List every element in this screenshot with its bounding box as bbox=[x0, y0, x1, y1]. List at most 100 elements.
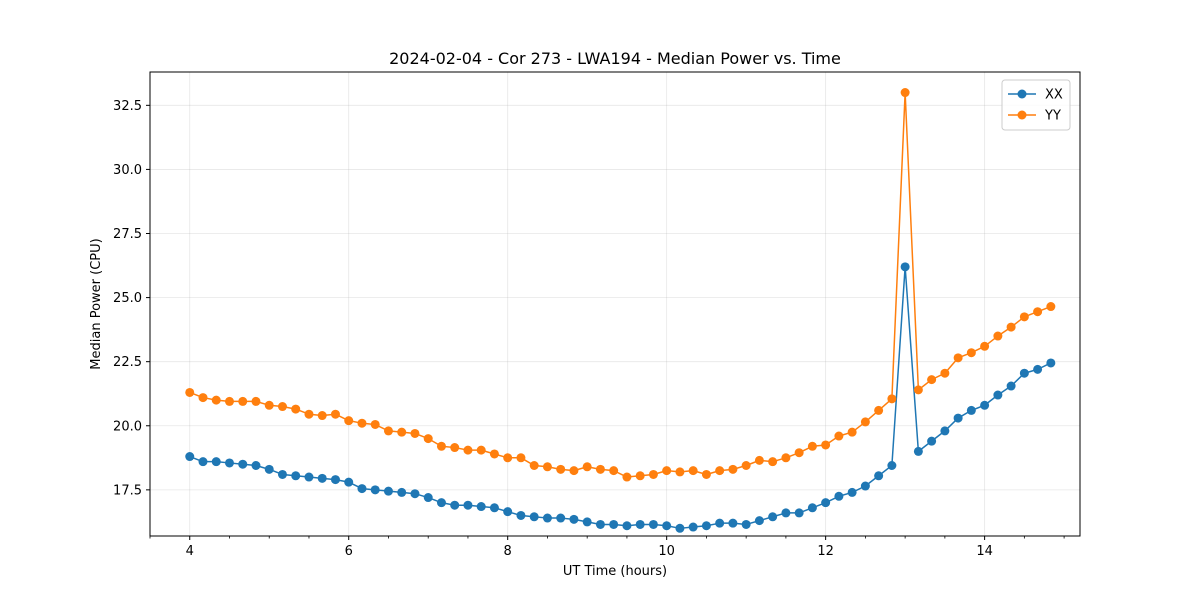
data-point-yy bbox=[675, 467, 685, 477]
data-point-yy bbox=[1046, 302, 1056, 312]
data-point-xx bbox=[476, 502, 486, 512]
chart-title: 2024-02-04 - Cor 273 - LWA194 - Median P… bbox=[389, 49, 841, 68]
axes: 4 6 8 10 12 14 17.5 20.0 22.5 25.0 27.5 30.0 32.5 bbox=[113, 99, 1065, 559]
data-point-xx bbox=[900, 262, 910, 272]
data-point-xx bbox=[330, 475, 340, 485]
data-point-xx bbox=[224, 458, 234, 468]
data-point-yy bbox=[874, 405, 884, 415]
data-point-xx bbox=[675, 523, 685, 533]
data-point-yy bbox=[264, 400, 274, 410]
data-point-xx bbox=[582, 517, 592, 527]
data-point-yy bbox=[503, 453, 513, 463]
data-point-yy bbox=[370, 419, 380, 429]
data-point-yy bbox=[330, 409, 340, 419]
x-tick-label: 4 bbox=[186, 544, 194, 559]
data-point-yy bbox=[953, 353, 963, 363]
data-point-xx bbox=[291, 471, 301, 481]
x-tick-label: 10 bbox=[658, 544, 675, 559]
data-point-xx bbox=[821, 498, 831, 508]
data-point-xx bbox=[1046, 358, 1056, 368]
data-point-yy bbox=[980, 341, 990, 351]
data-point-xx bbox=[847, 487, 857, 497]
data-point-xx bbox=[1019, 368, 1029, 378]
data-point-xx bbox=[370, 485, 380, 495]
data-point-xx bbox=[887, 461, 897, 470]
data-point-yy bbox=[291, 404, 301, 414]
data-point-yy bbox=[436, 441, 446, 451]
data-point-yy bbox=[754, 455, 764, 465]
data-point-xx bbox=[860, 481, 870, 491]
y-axis-label: Median Power (CPU) bbox=[89, 238, 104, 369]
data-point-yy bbox=[648, 469, 658, 479]
data-point-xx bbox=[569, 514, 579, 524]
data-point-yy bbox=[688, 466, 698, 476]
data-point-xx bbox=[794, 508, 804, 518]
data-point-xx bbox=[211, 457, 221, 467]
data-point-yy bbox=[887, 394, 897, 404]
data-point-yy bbox=[927, 375, 937, 385]
data-point-yy bbox=[357, 418, 367, 428]
data-point-xx bbox=[198, 457, 208, 467]
data-point-yy bbox=[728, 464, 738, 474]
data-point-yy bbox=[622, 472, 632, 482]
data-point-yy bbox=[476, 445, 486, 455]
data-point-yy bbox=[821, 440, 831, 450]
data-point-xx bbox=[953, 413, 963, 423]
data-point-xx bbox=[264, 464, 274, 474]
data-point-xx bbox=[383, 486, 393, 496]
x-tick-label: 8 bbox=[504, 544, 512, 559]
data-point-xx bbox=[728, 518, 738, 528]
data-point-yy bbox=[860, 417, 870, 427]
data-point-yy bbox=[277, 402, 287, 412]
y-tick-label: 30.0 bbox=[113, 163, 142, 178]
data-point-yy bbox=[662, 466, 672, 476]
data-point-yy bbox=[569, 466, 579, 476]
data-point-xx bbox=[277, 469, 287, 479]
data-point-yy bbox=[900, 88, 910, 98]
data-point-yy bbox=[794, 448, 804, 458]
data-point-yy bbox=[410, 428, 420, 438]
data-point-xx bbox=[622, 521, 632, 531]
data-point-yy bbox=[529, 461, 539, 470]
y-tick-label: 25.0 bbox=[113, 291, 142, 306]
y-tick-label: 17.5 bbox=[113, 483, 142, 498]
data-point-yy bbox=[344, 416, 354, 426]
data-point-yy bbox=[966, 348, 976, 358]
data-point-yy bbox=[238, 396, 248, 406]
data-point-yy bbox=[993, 331, 1003, 341]
data-point-xx bbox=[463, 500, 473, 510]
x-axis-label: UT Time (hours) bbox=[563, 564, 667, 579]
data-point-xx bbox=[542, 513, 552, 523]
data-point-xx bbox=[715, 518, 725, 528]
data-point-xx bbox=[529, 512, 539, 522]
data-point-xx bbox=[781, 508, 791, 518]
data-point-yy bbox=[1033, 307, 1043, 317]
data-point-xx bbox=[980, 400, 990, 410]
data-point-xx bbox=[357, 484, 367, 494]
y-tick-label: 32.5 bbox=[113, 99, 142, 114]
data-point-xx bbox=[410, 489, 420, 499]
data-point-xx bbox=[662, 521, 672, 531]
data-point-xx bbox=[940, 426, 950, 436]
data-point-xx bbox=[609, 519, 619, 529]
data-point-xx bbox=[927, 436, 937, 446]
data-point-yy bbox=[185, 387, 195, 397]
data-point-xx bbox=[516, 510, 526, 520]
data-point-yy bbox=[768, 457, 778, 467]
data-point-xx bbox=[304, 472, 314, 482]
data-point-yy bbox=[781, 453, 791, 463]
data-point-xx bbox=[595, 519, 605, 529]
data-point-yy bbox=[635, 471, 645, 481]
data-point-xx bbox=[1033, 364, 1043, 374]
data-point-xx bbox=[489, 503, 499, 513]
data-point-xx bbox=[344, 477, 354, 487]
data-point-xx bbox=[754, 516, 764, 526]
data-point-xx bbox=[635, 519, 645, 529]
data-point-xx bbox=[450, 500, 460, 510]
data-point-yy bbox=[516, 453, 526, 463]
data-point-xx bbox=[807, 503, 817, 513]
data-point-xx bbox=[966, 405, 976, 415]
data-point-xx bbox=[423, 493, 433, 503]
